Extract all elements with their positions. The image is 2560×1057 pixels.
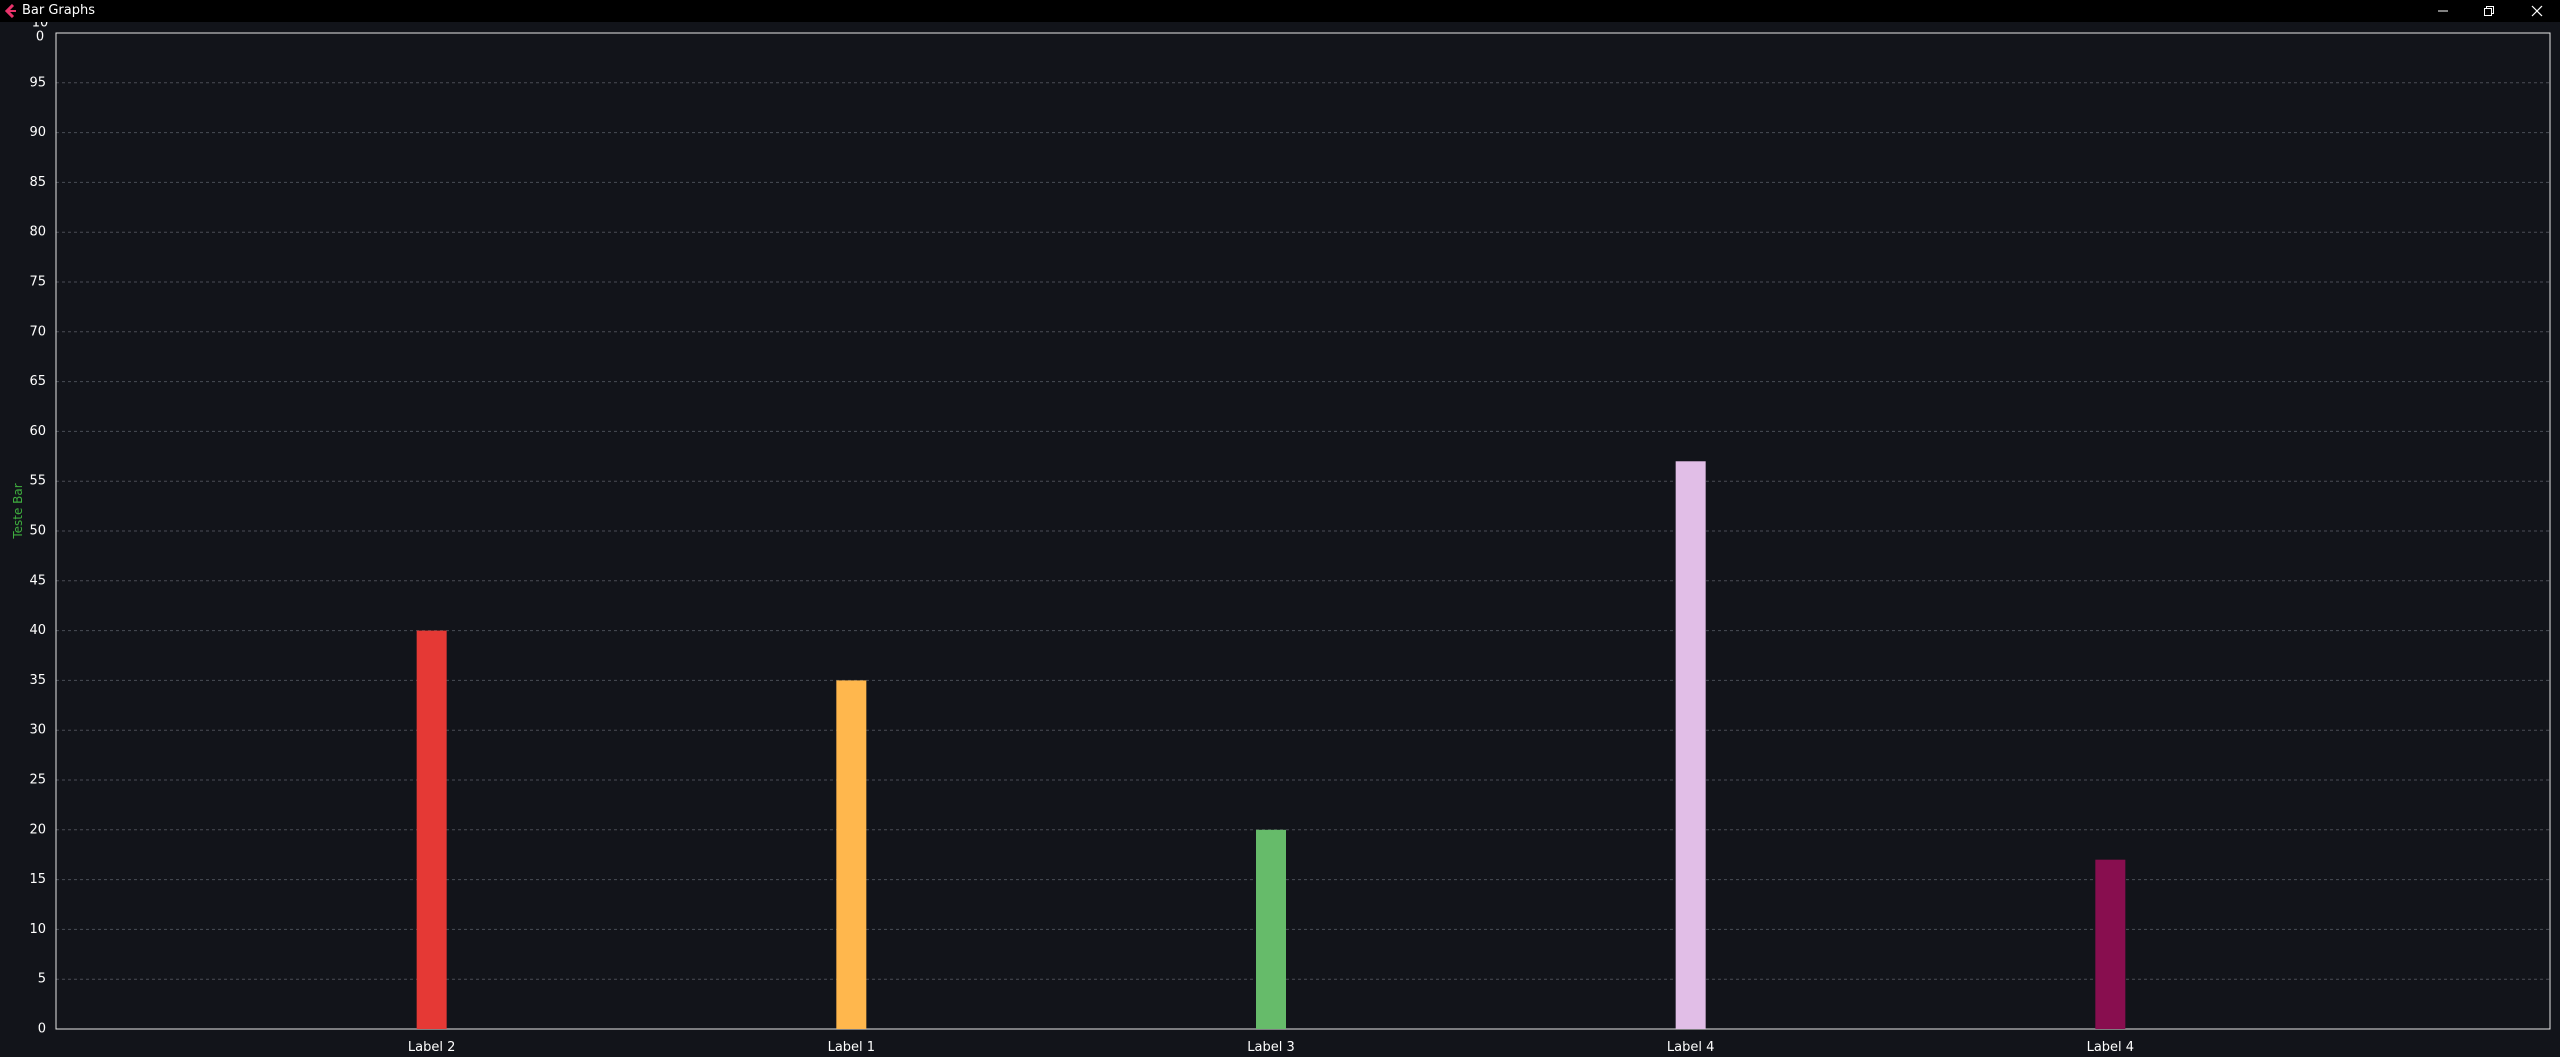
y-tick-label: 25 (29, 773, 46, 788)
y-axis-label: Teste Bar (11, 483, 25, 539)
app-back-icon[interactable] (4, 4, 18, 18)
y-tick-label: 50 (29, 524, 46, 539)
x-tick-label: Label 4 (1667, 1040, 1714, 1055)
y-tick-label: 80 (29, 225, 46, 240)
y-tick-label: 15 (29, 872, 46, 887)
y-tick-label: 0 (38, 1022, 46, 1037)
chart-area: 0 5 10 15 20 25 30 35 40 45 50 55 60 65 70 75 80 85 90 95 10… (0, 22, 2560, 1057)
y-tick-label: 65 (29, 374, 46, 389)
y-tick-label: 0 (36, 30, 44, 45)
title-bar: Bar Graphs (0, 0, 2560, 22)
bar (1675, 461, 1706, 1029)
y-tick-label: 55 (29, 474, 46, 489)
bar-chart: 0 5 10 15 20 25 30 35 40 45 50 55 60 65 70 75 80 85 90 95 10… (11, 22, 2551, 1055)
y-tick-label: 5 (38, 972, 46, 987)
y-tick-label: 60 (29, 424, 46, 439)
window-title: Bar Graphs (22, 3, 96, 18)
y-tick-label: 10 (32, 22, 49, 31)
close-icon (2531, 5, 2543, 17)
y-tick-label: 45 (29, 573, 46, 588)
bar (836, 680, 867, 1029)
x-tick-label: Label 1 (828, 1040, 875, 1055)
close-button[interactable] (2514, 0, 2560, 22)
y-tick-label: 85 (29, 175, 46, 190)
plot-frame (55, 32, 2551, 1030)
maximize-button[interactable] (2466, 0, 2512, 22)
y-tick-label: 10 (29, 922, 46, 937)
minimize-button[interactable] (2420, 0, 2466, 22)
y-tick-label: 30 (29, 723, 46, 738)
x-tick-label: Label 4 (2087, 1040, 2134, 1055)
y-tick-label: 75 (29, 275, 46, 290)
y-tick-label: 40 (29, 623, 46, 638)
x-tick-label: Label 3 (1247, 1040, 1294, 1055)
y-tick-label: 95 (29, 75, 46, 90)
x-tick-label: Label 2 (408, 1040, 455, 1055)
y-tick-label: 20 (29, 822, 46, 837)
restore-icon (2484, 6, 2494, 16)
minimize-icon (2438, 10, 2448, 12)
y-tick-label: 90 (29, 125, 46, 140)
y-tick-label: 70 (29, 324, 46, 339)
bar (416, 630, 447, 1029)
y-tick-label: 35 (29, 673, 46, 688)
bar (1256, 829, 1286, 1029)
bar (2095, 859, 2126, 1029)
